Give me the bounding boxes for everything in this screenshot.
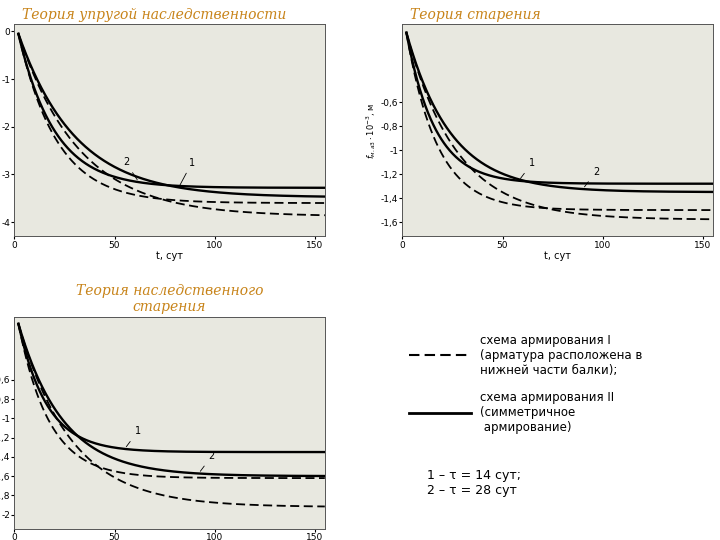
- Text: 1 – τ = 14 сут;
2 – τ = 28 сут: 1 – τ = 14 сут; 2 – τ = 28 сут: [427, 469, 521, 496]
- Text: Теория старения: Теория старения: [410, 8, 540, 22]
- Text: 2: 2: [200, 451, 215, 471]
- Text: Теория упругой наследственности: Теория упругой наследственности: [22, 8, 286, 22]
- Text: 2: 2: [123, 158, 138, 180]
- X-axis label: t, сут: t, сут: [544, 251, 571, 261]
- Text: Теория наследственного
старения: Теория наследственного старения: [76, 284, 264, 314]
- Y-axis label: $f_{м.а3}\cdot10^{-3}$, м: $f_{м.а3}\cdot10^{-3}$, м: [364, 102, 378, 159]
- Text: 1: 1: [180, 158, 195, 185]
- Text: 1: 1: [126, 427, 141, 447]
- Text: схема армирования II
(симметричное
 армирование): схема армирования II (симметричное армир…: [480, 391, 614, 434]
- Text: схема армирования I
(арматура расположена в
нижней части балки);: схема армирования I (арматура расположен…: [480, 334, 642, 377]
- X-axis label: t, сут: t, сут: [156, 251, 183, 261]
- Text: 1: 1: [521, 158, 535, 179]
- Text: 2: 2: [585, 167, 599, 187]
